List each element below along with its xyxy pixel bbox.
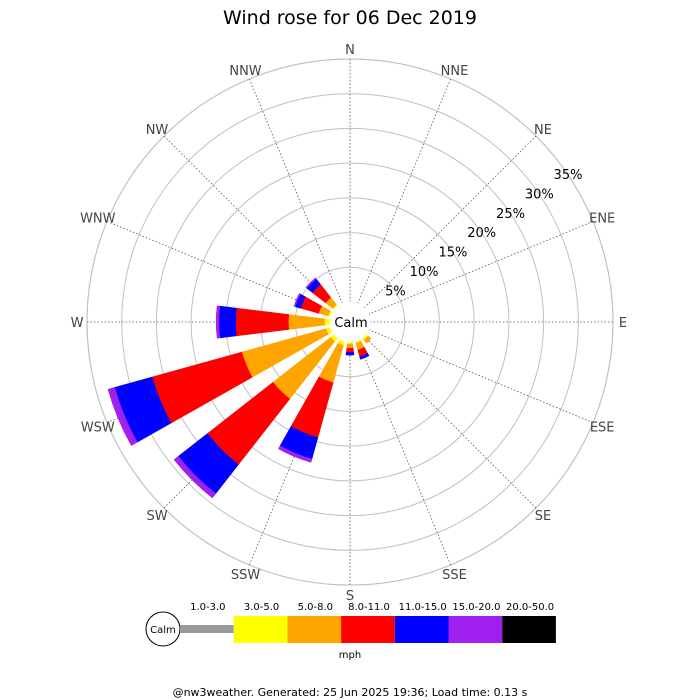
legend-label-5: 15.0-20.0: [452, 602, 500, 613]
polar-grid: [86, 58, 614, 586]
legend-swatch-6: [502, 616, 556, 643]
direction-label-ne: NE: [534, 123, 552, 138]
direction-label-nnw: NNW: [229, 64, 261, 79]
legend-swatch-0: [180, 625, 234, 633]
direction-label-ene: ENE: [589, 212, 615, 227]
calm-circle: [329, 301, 371, 343]
wind-petals: [107, 277, 372, 499]
petal-segment-w-3: [235, 307, 290, 337]
ring-label-7: 35%: [554, 168, 583, 183]
petal-segment-sw-5: [173, 455, 217, 499]
grid-ring: [121, 93, 579, 551]
direction-labels: N NNE NE ENE E ESE SE SSE S SSW SW WSW W WNW NW NNW: [71, 43, 628, 604]
ring-label-1: 5%: [385, 284, 406, 299]
direction-label-sw: SW: [146, 509, 167, 524]
footer-text: @nw3weather. Generated: 25 Jun 2025 19:3…: [173, 686, 528, 699]
legend-swatch-4: [394, 616, 449, 643]
ring-label-4: 20%: [467, 226, 496, 241]
petal-segment-wsw-5: [107, 387, 138, 446]
ring-label-3: 15%: [438, 246, 467, 261]
direction-label-ssw: SSW: [231, 568, 261, 583]
ring-label-2: 10%: [410, 265, 439, 280]
petal-segment-wnw-5: [293, 293, 301, 308]
direction-label-se: SE: [535, 509, 551, 524]
grid-spoke: [248, 78, 343, 304]
petal-segment-s-2: [346, 343, 354, 349]
petal-segment-w-1: [324, 318, 331, 326]
calm-center: Calm: [329, 301, 371, 343]
direction-label-wnw: WNW: [80, 212, 116, 227]
grid-spoke: [363, 335, 537, 509]
speed-legend: Calm mph 1.0-3.0 3.0-5.0 5.0-8.0 8.0-11.0 11…: [145, 602, 556, 661]
direction-label-nne: NNE: [441, 64, 469, 79]
calm-label: Calm: [334, 316, 367, 331]
petal-segment-s-4: [345, 351, 355, 356]
grid-ring: [190, 162, 510, 482]
legend-label-1: 3.0-5.0: [244, 602, 279, 613]
direction-label-s: S: [346, 589, 354, 604]
ring-label-5: 25%: [496, 207, 525, 222]
petal-segment-ssw-5: [277, 445, 313, 463]
petal-segment-sse-4: [359, 352, 370, 360]
legend-swatch-1: [233, 616, 288, 643]
direction-label-ese: ESE: [590, 421, 615, 436]
legend-label-4: 11.0-15.0: [399, 602, 447, 613]
direction-label-e: E: [619, 316, 627, 331]
petal-segment-w-4: [218, 305, 237, 339]
grid-spoke: [363, 135, 537, 309]
chart-title: Wind rose for 06 Dec 2019: [223, 7, 477, 29]
ring-labels: 5% 10% 15%20%25%30%35%: [385, 168, 582, 300]
legend-swatch-2: [287, 616, 342, 643]
petal-segment-se-2: [363, 335, 372, 344]
grid-spoke: [163, 135, 337, 309]
legend-label-6: 20.0-50.0: [506, 602, 554, 613]
direction-label-n: N: [345, 43, 355, 58]
petal-segment-nw-5: [305, 277, 317, 289]
grid-ring: [155, 127, 545, 517]
petal-segment-w-2: [288, 314, 325, 330]
direction-label-w: W: [71, 316, 84, 331]
direction-label-sse: SSE: [442, 568, 467, 583]
legend-label-2: 5.0-8.0: [298, 602, 333, 613]
grid-spoke: [368, 329, 594, 424]
petal-segment-s-3: [346, 347, 354, 353]
legend-unit-label: mph: [339, 650, 361, 661]
direction-label-nw: NW: [146, 123, 169, 138]
direction-label-wsw: WSW: [81, 421, 115, 436]
legend-calm-label: Calm: [150, 625, 176, 636]
ring-label-6: 30%: [525, 187, 554, 202]
legend-swatch-3: [341, 616, 395, 643]
legend-label-3: 8.0-11.0: [348, 602, 390, 613]
grid-spoke: [357, 340, 452, 566]
petal-segment-w-5: [215, 305, 221, 339]
legend-label-0: 1.0-3.0: [190, 602, 225, 613]
legend-swatch-5: [448, 616, 503, 643]
